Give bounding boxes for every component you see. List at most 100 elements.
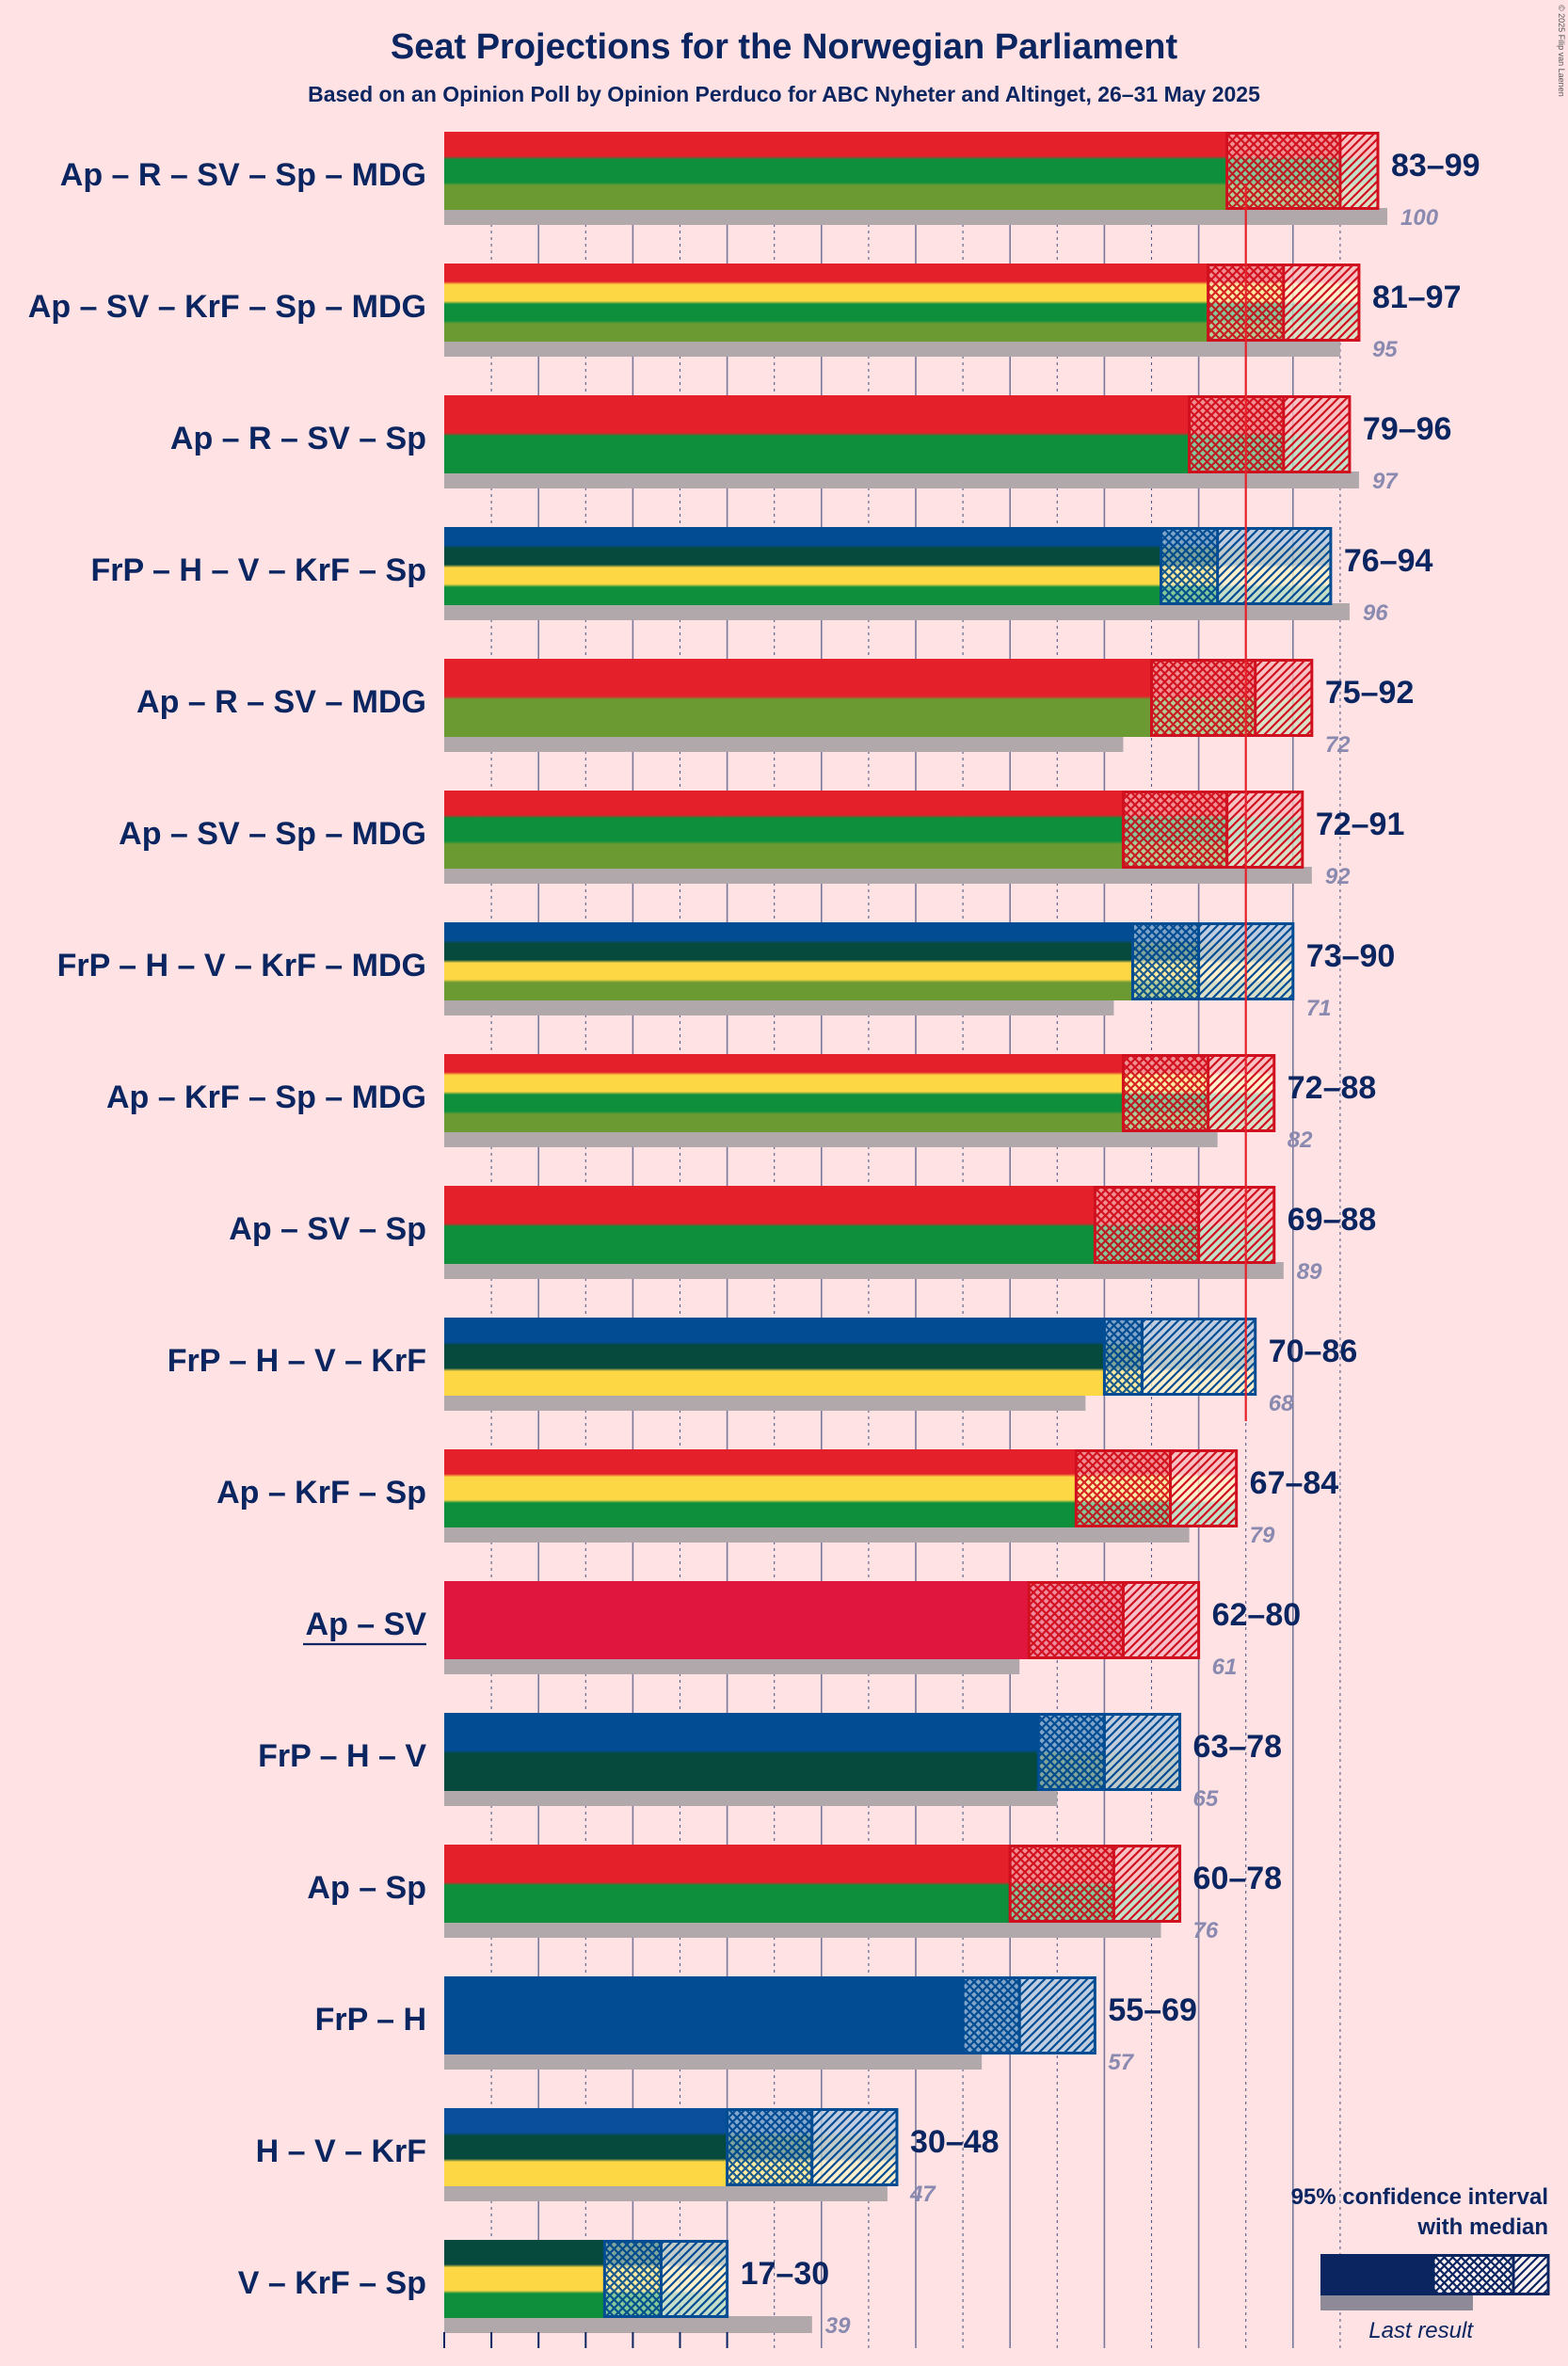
bar-solid [444,1845,1011,1923]
ci-upper-hatch [1208,1054,1274,1132]
coalition-label: Ap – KrF – Sp – MDG [106,1079,426,1115]
range-label: 76–94 [1344,543,1433,579]
range-label: 73–90 [1306,938,1396,974]
range-label: 72–91 [1316,807,1405,842]
coalition-row: V – KrF – Sp 17–30 39 [238,2240,851,2339]
ci-upper-hatch [661,2240,728,2318]
coalition-label: FrP – H – V – KrF – Sp [90,552,426,588]
last-result-bar [444,208,1387,225]
ci-lower-hatch [604,2240,662,2318]
last-result-label: 97 [1372,469,1399,494]
coalition-row: Ap – SV – Sp 69–88 89 [229,1186,1376,1285]
last-result-label: 79 [1250,1523,1275,1548]
ci-outline [1121,1054,1276,1132]
coalition-row: Ap – R – SV – MDG 75–92 72 [136,659,1414,758]
last-result-label: 71 [1306,996,1332,1021]
coalition-label: Ap – R – SV – Sp [170,421,426,456]
last-result-bar [444,1262,1284,1279]
ci-upper-hatch [1283,395,1350,473]
ci-outline [602,2240,729,2318]
coalition-label: FrP – H – V [258,1738,426,1774]
coalition-label: Ap – R – SV – MDG [136,684,426,720]
last-result-label: 96 [1363,600,1388,626]
ci-lower-hatch [727,2108,812,2186]
coalition-row: Ap – Sp 60–78 76 [307,1845,1282,1943]
last-result-bar [444,2053,983,2070]
bar-solid [444,1713,1039,1791]
coalition-row: Ap – R – SV – Sp 79–96 97 [170,395,1451,494]
legend-title-line1: 95% confidence interval [1291,2184,1548,2210]
last-result-bar [444,1657,1020,1674]
bar-solid [444,1976,964,2054]
last-result-bar [444,603,1350,620]
last-result-label: 61 [1212,1655,1238,1680]
ci-lower-hatch [1104,1318,1143,1396]
ci-upper-hatch [1198,1186,1274,1264]
bar-solid [444,395,1190,473]
ci-upper-hatch [1226,791,1303,869]
coalition-row: FrP – H 55–69 57 [315,1976,1197,2075]
ci-lower-hatch [1189,395,1284,473]
bar-solid [444,2240,605,2318]
coalition-label: Ap – SV – KrF – Sp – MDG [28,289,426,325]
last-result-bar [444,2184,888,2201]
legend-swatch [1320,2254,1550,2310]
ci-lower-hatch [1095,1186,1199,1264]
last-result-bar [444,1526,1190,1543]
ci-upper-hatch [1142,1318,1256,1396]
last-result-label: 92 [1325,864,1351,889]
ci-upper-hatch [1217,527,1331,605]
coalition-rows: Ap – R – SV – Sp – MDG 83–99 100 Ap – SV – … [28,132,1480,2339]
range-label: 69–88 [1288,1202,1377,1238]
bar-solid [444,527,1161,605]
ci-upper-hatch [1255,659,1312,737]
coalition-row: FrP – H – V 63–78 65 [258,1713,1282,1812]
bar-solid [444,2108,728,2186]
ci-outline [1027,1581,1201,1659]
last-result-label: 68 [1269,1391,1294,1416]
range-label: 30–48 [910,2124,1000,2160]
ci-outline [1121,791,1304,869]
coalition-label: H – V – KrF [256,2134,426,2169]
coalition-label: Ap – Sp [307,1870,426,1906]
coalition-label: Ap – KrF – Sp [216,1475,426,1511]
range-label: 62–80 [1212,1597,1302,1633]
coalition-label: Ap – SV – Sp [229,1211,426,1247]
coalition-row: FrP – H – V – KrF 70–86 68 [168,1318,1357,1416]
ci-outline [1008,1845,1182,1923]
bar-solid [444,264,1208,342]
coalition-label: FrP – H [315,2002,426,2038]
coalition-label: V – KrF – Sp [238,2265,426,2301]
ci-lower-hatch [1029,1581,1124,1659]
range-label: 17–30 [741,2256,830,2292]
copyright-note: © 2025 Filip van Laenen [1557,5,1566,97]
bar-solid [444,1054,1124,1132]
ci-upper-hatch [1339,132,1378,210]
ci-lower-hatch [1123,1054,1208,1132]
last-result-bar [444,735,1124,752]
last-result-label: 72 [1325,732,1351,758]
coalition-label: FrP – H – V – KrF [168,1343,426,1379]
ci-lower-hatch [1010,1845,1114,1923]
last-result-label: 76 [1193,1918,1219,1943]
range-label: 81–97 [1372,280,1462,315]
last-result-label: 65 [1193,1786,1219,1812]
ci-upper-hatch [1123,1581,1199,1659]
last-result-bar [444,1789,1058,1806]
coalition-label: Ap – SV – Sp – MDG [119,816,426,852]
last-result-label: 39 [825,2313,851,2339]
chart-subtitle: Based on an Opinion Poll by Opinion Perd… [308,82,1260,106]
ci-lower-hatch [1038,1713,1105,1791]
ci-lower-hatch [1123,791,1227,869]
bar-solid [444,1449,1077,1527]
coalition-row: Ap – KrF – Sp 67–84 79 [216,1449,1338,1548]
range-label: 67–84 [1250,1465,1339,1501]
last-result-label: 57 [1108,2050,1134,2075]
ci-lower-hatch [1132,922,1199,1000]
last-result-bar [444,1394,1086,1411]
legend-title-line2: with median [1416,2214,1548,2240]
legend: 95% confidence interval with median Last… [1291,2184,1550,2343]
ci-upper-hatch [1170,1449,1237,1527]
ci-outline [1225,132,1380,210]
